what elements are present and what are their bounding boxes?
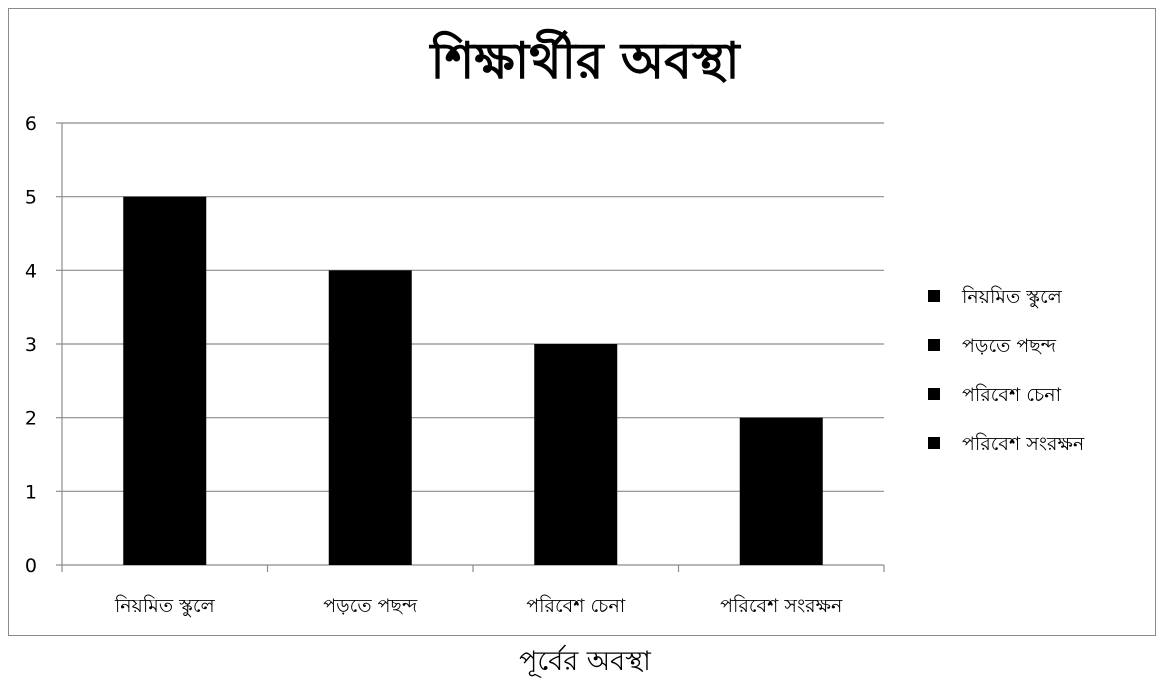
y-tick-label: 3 bbox=[25, 334, 37, 356]
legend-marker bbox=[928, 388, 940, 400]
x-category-label: পরিবেশ চেনা bbox=[526, 595, 626, 617]
legend-label: পড়তে পছন্দ bbox=[962, 335, 1057, 357]
legend-label: নিয়মিত স্কুলে bbox=[961, 286, 1063, 308]
chart-title: শিক্ষার্থীর অবস্থা bbox=[428, 28, 741, 90]
x-axis-label: পূর্বের অবস্থা bbox=[519, 645, 652, 677]
y-tick-label: 0 bbox=[25, 555, 37, 577]
legend-marker bbox=[928, 290, 940, 302]
x-category-label: পরিবেশ সংরক্ষন bbox=[720, 595, 843, 617]
y-tick-label: 6 bbox=[25, 113, 37, 135]
y-tick-label: 5 bbox=[25, 187, 37, 209]
legend-marker bbox=[928, 339, 940, 351]
bar-4 bbox=[739, 417, 823, 565]
y-tick-label: 4 bbox=[25, 260, 37, 282]
legend-marker bbox=[928, 437, 940, 449]
bar-2 bbox=[328, 270, 412, 565]
y-tick-label: 2 bbox=[25, 408, 37, 430]
x-category-label: নিয়মিত স্কুলে bbox=[114, 595, 216, 617]
bar-3 bbox=[534, 344, 618, 565]
y-tick-label: 1 bbox=[25, 481, 37, 503]
legend-label: পরিবেশ সংরক্ষন bbox=[962, 433, 1085, 455]
x-category-label: পড়তে পছন্দ bbox=[323, 595, 418, 617]
legend-label: পরিবেশ চেনা bbox=[962, 384, 1062, 406]
bar-1 bbox=[123, 196, 207, 565]
